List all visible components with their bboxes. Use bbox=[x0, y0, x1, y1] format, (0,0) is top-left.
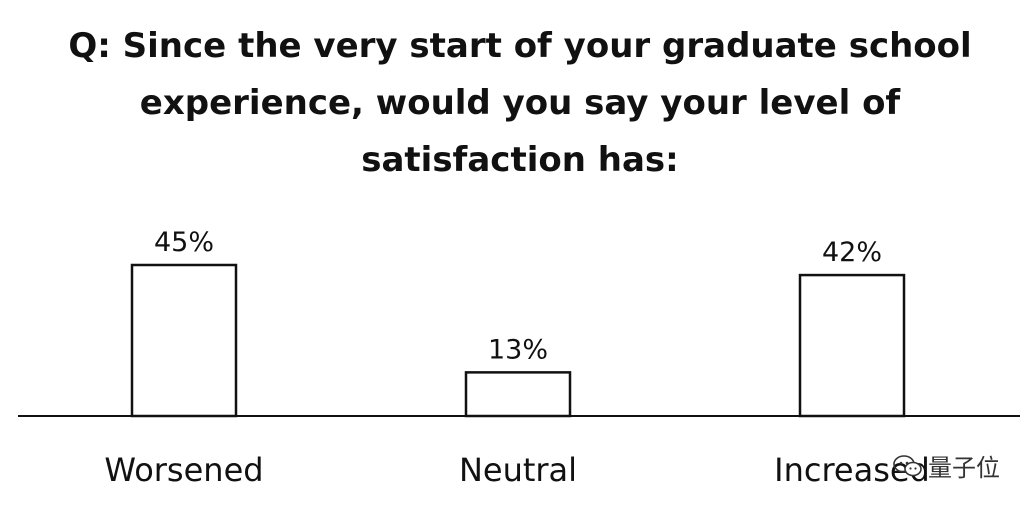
watermark: 量子位 bbox=[892, 448, 1000, 483]
labels: 45% Worsened 13% Neutral 42% Increased bbox=[104, 227, 929, 489]
bar-worsened bbox=[130, 263, 238, 418]
chart-title: Q: Since the very start of your graduate… bbox=[68, 26, 972, 180]
data-label-increased: 42% bbox=[822, 237, 882, 268]
watermark-text: 量子位 bbox=[928, 454, 1000, 482]
category-label-increased: Increased bbox=[774, 451, 930, 489]
data-label-neutral: 13% bbox=[488, 334, 548, 365]
wechat-icon bbox=[893, 454, 922, 476]
bars bbox=[130, 263, 906, 418]
bar-increased bbox=[798, 273, 906, 418]
bar-neutral bbox=[464, 371, 572, 418]
category-label-neutral: Neutral bbox=[459, 451, 577, 489]
category-label-worsened: Worsened bbox=[104, 451, 263, 489]
data-label-worsened: 45% bbox=[154, 227, 214, 258]
